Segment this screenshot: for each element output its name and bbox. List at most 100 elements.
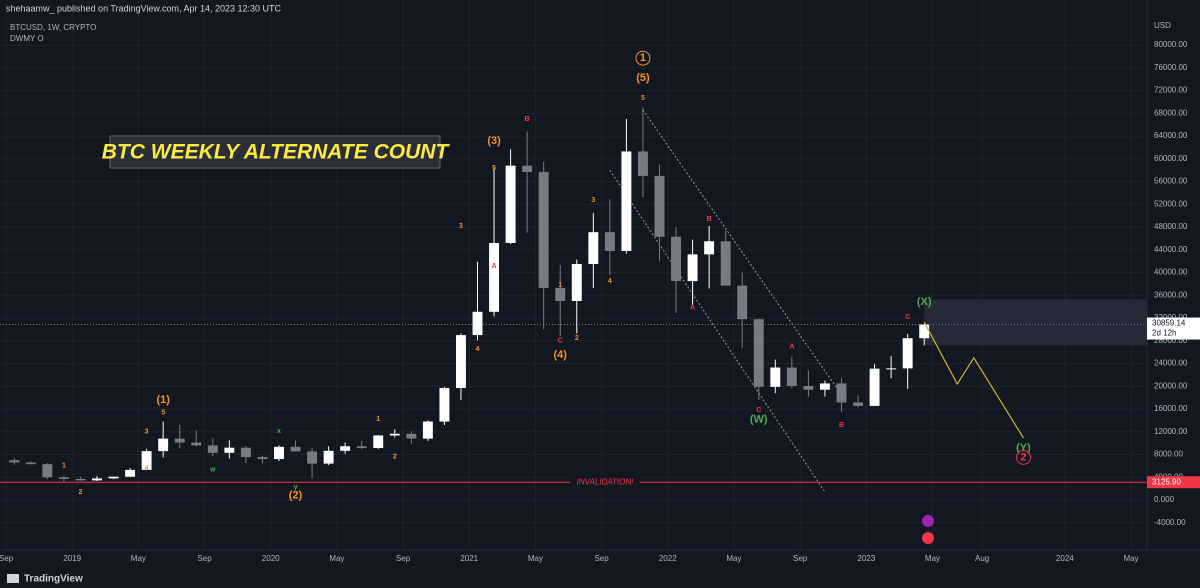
last-price-box bbox=[1147, 317, 1200, 340]
candle-body bbox=[174, 438, 185, 443]
candle-body bbox=[654, 175, 665, 237]
wave-label: (1) bbox=[156, 394, 170, 406]
title-box bbox=[109, 135, 441, 169]
candle-body bbox=[687, 254, 698, 282]
y-tick-label: 12000.00 bbox=[1154, 427, 1188, 436]
candle-body bbox=[406, 433, 417, 439]
x-tick-label: Sep bbox=[396, 554, 411, 563]
target-zone bbox=[924, 299, 1147, 346]
x-tick-label: Sep bbox=[0, 554, 14, 563]
invalidation-text: INVALIDATION! bbox=[577, 477, 635, 486]
event-icon bbox=[922, 532, 934, 544]
wave-label: 4 bbox=[608, 278, 612, 285]
wave-label: 4 bbox=[145, 465, 149, 472]
candle-body bbox=[207, 445, 218, 453]
wave-label: 1 bbox=[640, 52, 646, 64]
candle-body bbox=[571, 264, 582, 301]
candle-body bbox=[389, 433, 400, 436]
x-tick-label: May bbox=[528, 554, 543, 563]
candle-body bbox=[191, 442, 202, 446]
wave-label: 5 bbox=[492, 165, 496, 172]
wave-label: 3 bbox=[591, 197, 595, 204]
candle-body bbox=[737, 285, 748, 320]
candle-body bbox=[522, 165, 533, 172]
wave-circle bbox=[635, 50, 651, 66]
candle-body bbox=[141, 451, 152, 470]
footer-bar bbox=[0, 568, 1200, 588]
wave-label: x bbox=[277, 428, 281, 435]
x-tick-label: May bbox=[925, 554, 940, 563]
candle-body bbox=[108, 476, 119, 479]
y-tick-label: -4000.00 bbox=[1154, 518, 1186, 527]
candle-body bbox=[58, 477, 69, 479]
candle-body bbox=[720, 241, 731, 286]
candle-body bbox=[373, 435, 384, 448]
plot: INVALIDATION!123(1)54 wxy(2)1234(3)5AB1C(… bbox=[0, 50, 1147, 501]
candle-body bbox=[637, 151, 648, 176]
publisher: shehaamw_ published on TradingView.com, … bbox=[6, 3, 282, 13]
x-tick-label: Aug bbox=[975, 554, 989, 563]
brand-logo bbox=[7, 574, 19, 583]
wave-label: 1 bbox=[376, 416, 380, 423]
wave-label: (W) bbox=[750, 414, 768, 426]
y-tick-label: 80000.00 bbox=[1154, 40, 1188, 49]
candle-body bbox=[588, 232, 599, 265]
invalidation-price-label: 3125.90 bbox=[1152, 477, 1181, 486]
wave-label: (2) bbox=[289, 489, 303, 501]
candle-body bbox=[158, 438, 169, 452]
candle-body bbox=[555, 287, 566, 301]
candle-body bbox=[92, 478, 102, 481]
wave-label: 2 bbox=[393, 454, 397, 461]
y-tick-label: 68000.00 bbox=[1154, 108, 1188, 117]
wave-label: A bbox=[690, 305, 695, 312]
candle-body bbox=[704, 241, 715, 255]
y-axis-label: USD bbox=[1154, 21, 1171, 30]
invalidation-text-bg bbox=[570, 476, 640, 489]
x-tick-label: 2024 bbox=[1056, 554, 1074, 563]
x-tick-label: 2023 bbox=[857, 554, 875, 563]
y-tick-label: 72000.00 bbox=[1154, 86, 1188, 95]
last-price-label: 30859.14 bbox=[1152, 319, 1186, 328]
candle-body bbox=[621, 151, 632, 251]
candle-body bbox=[42, 464, 53, 478]
candle-body bbox=[770, 367, 781, 387]
indicator: DWMY O bbox=[10, 34, 44, 43]
x-tick-label: May bbox=[1123, 554, 1138, 563]
y-tick-label: 56000.00 bbox=[1154, 177, 1188, 186]
y-tick-label: 24000.00 bbox=[1154, 359, 1188, 368]
countdown-label: 2d 12h bbox=[1152, 329, 1176, 338]
brand: TradingView bbox=[24, 574, 83, 585]
symbol: BTCUSD, 1W, CRYPTO bbox=[10, 23, 96, 32]
candle-body bbox=[25, 462, 36, 465]
x-tick-label: 2019 bbox=[63, 554, 81, 563]
candle-body bbox=[869, 368, 880, 406]
wave-label: 2 bbox=[78, 489, 82, 496]
wave-label: B bbox=[839, 422, 844, 429]
wave-label: B bbox=[525, 116, 530, 123]
wave-label: C bbox=[756, 407, 761, 414]
x-tick-label: Sep bbox=[793, 554, 808, 563]
candle-body bbox=[819, 383, 830, 390]
projection-path bbox=[923, 321, 1024, 439]
wave-label: w bbox=[209, 467, 216, 474]
wave-label: 5 bbox=[641, 95, 645, 102]
wave-label: 3 bbox=[145, 429, 149, 436]
candle-body bbox=[290, 446, 301, 452]
invalidation-price-box bbox=[1147, 476, 1200, 489]
x-tick-label: May bbox=[131, 554, 146, 563]
candle-body bbox=[671, 236, 681, 282]
candle-body bbox=[274, 446, 284, 460]
candle-body bbox=[803, 386, 814, 390]
candle-body bbox=[75, 478, 86, 481]
wave-label: A bbox=[492, 263, 497, 270]
wave-label: (3) bbox=[487, 135, 501, 147]
candle-body bbox=[902, 338, 913, 369]
x-tick-label: Sep bbox=[594, 554, 609, 563]
wave-label: 4 bbox=[476, 346, 480, 353]
candle-body bbox=[356, 446, 367, 448]
y-tick-label: 52000.00 bbox=[1154, 199, 1188, 208]
candle-body bbox=[422, 421, 433, 439]
x-tick-label: 2022 bbox=[659, 554, 677, 563]
